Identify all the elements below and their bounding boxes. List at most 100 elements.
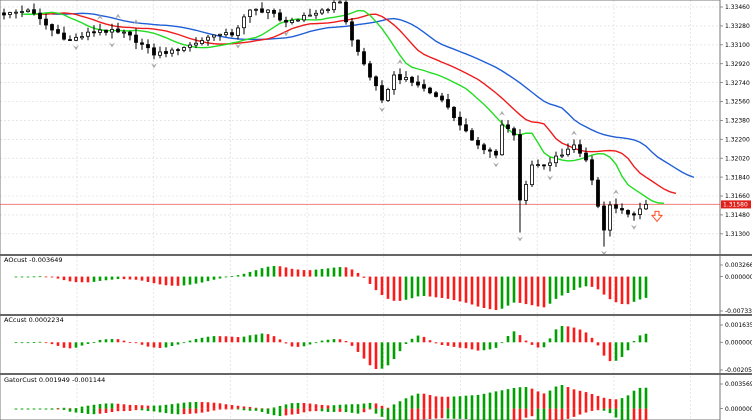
ao-bar xyxy=(422,276,426,296)
ao-bar xyxy=(26,276,30,278)
ao-bar xyxy=(92,276,96,282)
ac-bar xyxy=(512,331,516,343)
candle-body-bear xyxy=(272,9,276,14)
ac-bar xyxy=(44,342,48,344)
ac-bar xyxy=(446,342,450,346)
gator-bar xyxy=(584,392,588,409)
ao-bar xyxy=(494,276,498,310)
candle xyxy=(200,37,204,46)
ac-bar xyxy=(218,336,222,343)
gator-bar xyxy=(242,406,246,409)
gator-bar xyxy=(68,408,72,412)
candle xyxy=(620,203,624,214)
ao-title: AOcust -0.003649 xyxy=(4,256,63,264)
gator-bar xyxy=(308,408,312,412)
ao-bar xyxy=(302,270,306,277)
candle-body-bull xyxy=(332,2,336,11)
grid xyxy=(0,0,720,420)
gator-bar xyxy=(638,387,642,409)
sell-arrow-icon xyxy=(650,210,664,223)
gator-bar xyxy=(506,408,510,420)
candle-body-bull xyxy=(572,144,576,150)
candle-body-bear xyxy=(632,213,636,216)
gator-bar xyxy=(152,408,156,412)
candle xyxy=(584,147,588,163)
ao-bar xyxy=(374,276,378,291)
candle xyxy=(212,34,216,41)
gator-bar xyxy=(140,408,144,411)
gator-bar xyxy=(470,408,474,420)
ao-bar xyxy=(368,276,372,284)
candle-body-bull xyxy=(20,11,24,13)
candle xyxy=(500,119,504,156)
gator-bar xyxy=(578,390,582,409)
gator-bar xyxy=(644,408,648,420)
ao-bar xyxy=(434,276,438,298)
candle-body-bear xyxy=(380,85,384,101)
gator-bar xyxy=(440,408,444,419)
candle-body-bear xyxy=(344,1,348,23)
ac-bar xyxy=(128,342,132,343)
current-price-label: 1.31580 xyxy=(723,202,748,209)
fractal-down-icon xyxy=(283,31,289,37)
gator-bar xyxy=(236,408,240,410)
ac-bar xyxy=(566,326,570,343)
candle-body-bear xyxy=(2,12,6,16)
price-tick-label: 1.32200 xyxy=(725,137,750,144)
ac-bar xyxy=(560,326,564,343)
ac-bar xyxy=(284,342,288,344)
gator-bar xyxy=(284,404,288,409)
candle xyxy=(644,199,648,210)
candle xyxy=(98,23,102,36)
ac-bar xyxy=(92,341,96,343)
ao-bar xyxy=(356,272,360,277)
candle xyxy=(464,118,468,133)
candle-body-bull xyxy=(236,27,240,36)
ac-bar xyxy=(326,339,330,343)
candle xyxy=(626,209,630,218)
candle-body-bear xyxy=(428,87,432,94)
ac-bar xyxy=(278,339,282,343)
gator-bar xyxy=(350,404,354,409)
candle xyxy=(422,79,426,92)
ao-bar xyxy=(134,276,138,280)
candle-body-bull xyxy=(392,74,396,90)
ao-bar xyxy=(20,276,24,278)
ac-bar xyxy=(458,342,462,348)
candle xyxy=(590,155,594,186)
candle-body-bear xyxy=(542,164,546,167)
ao-bar xyxy=(182,276,186,286)
gator-bar xyxy=(368,408,372,410)
ac-bar xyxy=(548,338,552,343)
ac-bar xyxy=(614,342,618,361)
ac-bar xyxy=(20,342,24,344)
ao-bar xyxy=(392,276,396,301)
gator-histogram xyxy=(14,385,648,420)
gator-bar xyxy=(518,408,522,420)
ac-bar xyxy=(158,342,162,348)
price-tick-label: 1.33100 xyxy=(725,42,750,49)
ao-bar xyxy=(524,276,528,305)
gator-bar xyxy=(248,406,252,409)
candle-body-bear xyxy=(44,18,48,26)
gator-bar xyxy=(218,408,222,410)
fractal-up-icon xyxy=(499,110,505,116)
gator-bar xyxy=(26,408,30,410)
price-tick-label: 1.32740 xyxy=(725,80,750,87)
candle xyxy=(266,9,270,20)
ac-bar xyxy=(554,329,558,343)
ao-bar xyxy=(38,276,42,278)
gator-bar xyxy=(548,408,552,420)
gator-bar xyxy=(176,408,180,415)
gator-bar xyxy=(164,404,168,409)
candle xyxy=(176,47,180,56)
ac-bar xyxy=(62,342,66,348)
gator-bar xyxy=(92,408,96,415)
ao-bar xyxy=(386,276,390,299)
fractal-up-icon xyxy=(397,59,403,65)
gator-bar xyxy=(602,408,606,411)
ac-bar xyxy=(134,342,138,344)
candle-body-bull xyxy=(182,47,186,51)
gator-bar xyxy=(320,404,324,409)
